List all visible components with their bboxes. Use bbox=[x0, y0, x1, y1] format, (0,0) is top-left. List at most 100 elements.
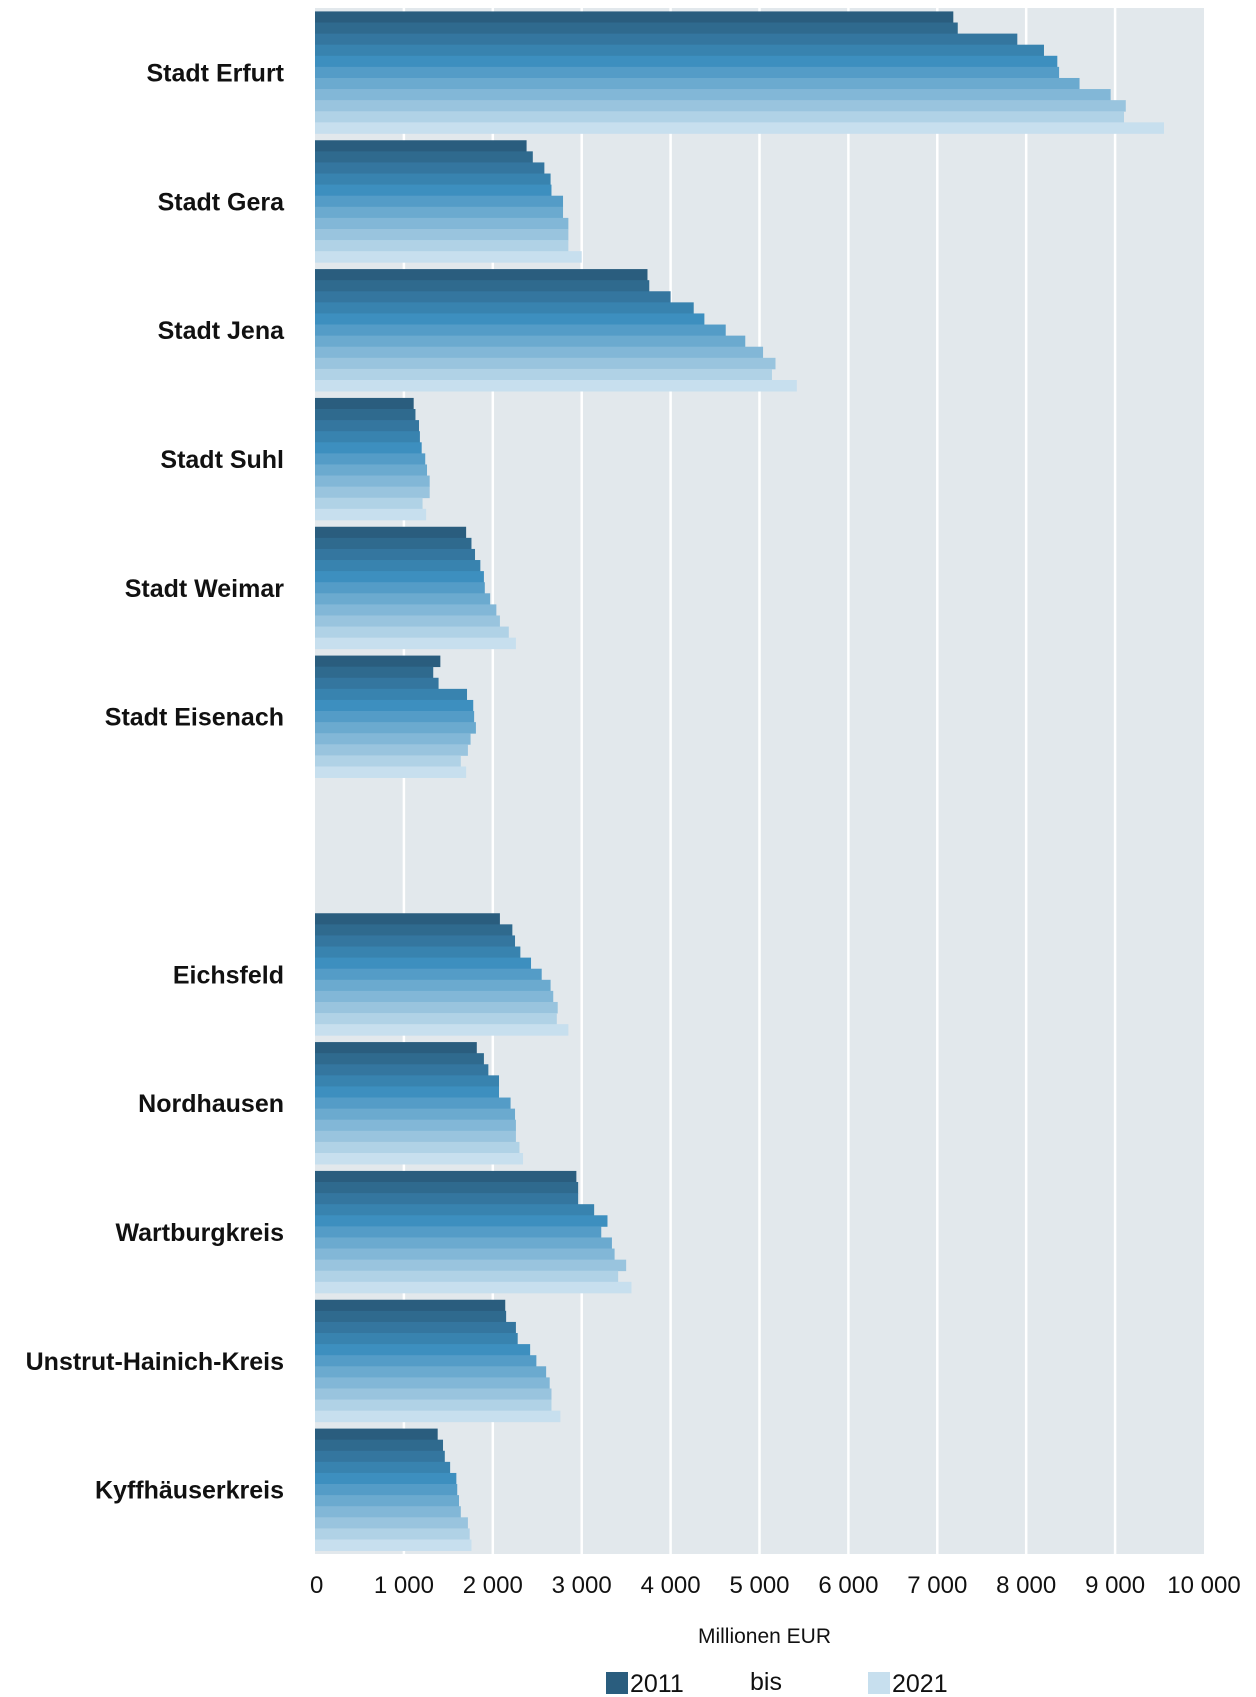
bar bbox=[315, 1204, 595, 1216]
category-label: Stadt Erfurt bbox=[147, 59, 285, 87]
category-label: Stadt Eisenach bbox=[105, 704, 284, 732]
bar bbox=[315, 44, 1044, 57]
legend-label-start: 2011 bbox=[630, 1670, 684, 1697]
bar bbox=[315, 313, 705, 325]
bar bbox=[315, 637, 516, 650]
bar bbox=[315, 1377, 550, 1389]
bar bbox=[315, 111, 1124, 123]
bar bbox=[315, 979, 551, 992]
bar bbox=[315, 1388, 552, 1400]
category-label: Stadt Gera bbox=[158, 188, 286, 216]
bar bbox=[315, 1024, 569, 1036]
x-tick-label: 8 000 bbox=[996, 1572, 1056, 1599]
bar bbox=[315, 1366, 547, 1378]
bar bbox=[315, 990, 554, 1003]
bar bbox=[315, 688, 468, 701]
bar bbox=[315, 1281, 632, 1294]
bar bbox=[315, 280, 650, 292]
bar bbox=[315, 1130, 516, 1143]
bar bbox=[315, 368, 772, 381]
x-tick-label: 4 000 bbox=[641, 1572, 701, 1599]
bar bbox=[315, 733, 471, 745]
bar bbox=[315, 346, 764, 359]
bar bbox=[315, 22, 958, 34]
legend-swatch-end bbox=[868, 1672, 890, 1694]
bar bbox=[315, 11, 954, 23]
bar bbox=[315, 1248, 615, 1261]
bar bbox=[315, 508, 427, 521]
bar bbox=[315, 1270, 619, 1283]
bar bbox=[315, 77, 1080, 90]
category-label: Stadt Suhl bbox=[160, 446, 284, 474]
bar bbox=[315, 1410, 561, 1423]
bar bbox=[315, 302, 694, 314]
bar bbox=[315, 699, 474, 712]
category-label: Nordhausen bbox=[138, 1090, 284, 1118]
bar bbox=[315, 1472, 457, 1485]
bar bbox=[315, 1344, 531, 1356]
bar bbox=[315, 604, 497, 616]
bar bbox=[315, 744, 468, 756]
bar bbox=[315, 33, 1018, 46]
bars bbox=[315, 11, 1164, 1551]
x-tick-label: 3 000 bbox=[552, 1572, 612, 1599]
bar bbox=[315, 1170, 577, 1183]
bar bbox=[315, 1237, 612, 1249]
bar bbox=[315, 228, 569, 241]
bar bbox=[315, 1321, 516, 1334]
bar bbox=[315, 1013, 557, 1025]
bar bbox=[315, 475, 430, 488]
category-label: Stadt Weimar bbox=[125, 575, 285, 603]
bar bbox=[315, 1259, 627, 1272]
bar bbox=[315, 1333, 518, 1345]
bar bbox=[315, 1528, 470, 1540]
bar bbox=[315, 1484, 458, 1496]
bar bbox=[315, 1119, 516, 1132]
bar bbox=[315, 924, 513, 936]
bar bbox=[315, 486, 430, 499]
bar bbox=[315, 379, 797, 392]
bar bbox=[315, 335, 746, 348]
bar bbox=[315, 1299, 506, 1312]
bar bbox=[315, 66, 1060, 79]
bar bbox=[315, 560, 481, 572]
bar bbox=[315, 1215, 608, 1227]
bar bbox=[315, 1001, 558, 1014]
bar bbox=[315, 442, 422, 454]
bar bbox=[315, 431, 420, 443]
category-labels: Stadt Erfurt Stadt Gera Stadt Jena Stadt Su… bbox=[26, 59, 285, 1504]
bar bbox=[315, 251, 582, 263]
bar bbox=[315, 151, 533, 163]
bar bbox=[315, 1053, 484, 1065]
bar bbox=[315, 913, 500, 925]
category-label: Eichsfeld bbox=[173, 961, 284, 989]
legend-swatch-start bbox=[606, 1672, 628, 1694]
bar bbox=[315, 677, 439, 690]
x-tick-label: 10 000 bbox=[1167, 1572, 1240, 1599]
x-tick-labels: 0 1 000 2 000 3 000 4 000 5 000 6 000 7 000 8 00… bbox=[310, 1572, 1241, 1599]
bar bbox=[315, 409, 416, 421]
bar bbox=[315, 1141, 520, 1154]
bar bbox=[315, 755, 461, 767]
bar bbox=[315, 89, 1111, 101]
bar bbox=[315, 1399, 552, 1412]
bar bbox=[315, 100, 1126, 112]
bar bbox=[315, 464, 428, 476]
bar bbox=[315, 946, 521, 959]
bar bbox=[315, 55, 1058, 68]
category-label: Unstrut-Hainich-Kreis bbox=[26, 1348, 284, 1376]
bar bbox=[315, 291, 671, 303]
bar bbox=[315, 655, 441, 668]
bar bbox=[315, 1182, 579, 1194]
bar bbox=[315, 140, 527, 152]
bar bbox=[315, 1517, 468, 1529]
bar bbox=[315, 615, 500, 627]
bar bbox=[315, 1355, 537, 1367]
bar bbox=[315, 548, 476, 561]
bar bbox=[315, 217, 569, 230]
bar bbox=[315, 397, 414, 410]
bar bbox=[315, 1097, 511, 1110]
gridlines bbox=[402, 8, 1117, 1554]
